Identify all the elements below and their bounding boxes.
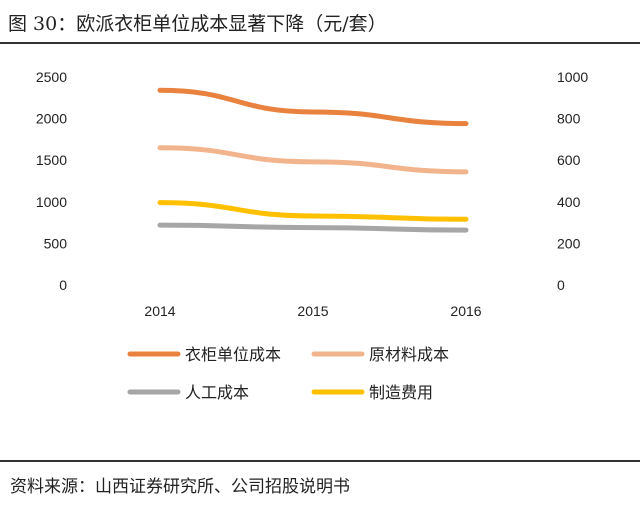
x-axis-ticks: 2014 2015 2016 [144, 303, 481, 319]
right-tick-label: 600 [557, 152, 581, 168]
figure-title-bar: 图 30：欧派衣柜单位成本显著下降（元/套） [0, 0, 640, 44]
x-tick-label: 2016 [450, 303, 481, 319]
right-tick-label: 0 [557, 277, 565, 293]
right-tick-label: 200 [557, 235, 581, 251]
left-tick-label: 1500 [36, 152, 67, 168]
source-note: 资料来源：山西证券研究所、公司招股说明书 [10, 477, 350, 497]
x-tick-label: 2014 [144, 303, 175, 319]
left-tick-label: 2500 [36, 69, 67, 85]
line-chart: 0 500 1000 1500 2000 2500 0 200 400 600 800 1000 2… [36, 69, 589, 402]
legend-label: 制造费用 [369, 383, 433, 402]
series-line-3 [157, 222, 469, 233]
right-axis-ticks: 0 200 400 600 800 1000 [557, 69, 588, 293]
source-bar: 资料来源：山西证券研究所、公司招股说明书 [0, 460, 640, 507]
left-tick-label: 2000 [36, 111, 67, 127]
series-line-4 [157, 200, 469, 222]
legend-label: 衣柜单位成本 [185, 345, 281, 364]
left-axis-ticks: 0 500 1000 1500 2000 2500 [36, 69, 67, 293]
series-line-1 [157, 87, 469, 127]
left-tick-label: 500 [44, 235, 68, 251]
series-line-2 [157, 145, 469, 175]
right-tick-label: 400 [557, 194, 581, 210]
legend-label: 人工成本 [185, 383, 249, 402]
legend-label: 原材料成本 [369, 345, 449, 364]
right-tick-label: 1000 [557, 69, 588, 85]
left-tick-label: 0 [59, 277, 67, 293]
x-tick-label: 2015 [297, 303, 328, 319]
figure-title: 图 30：欧派衣柜单位成本显著下降（元/套） [8, 13, 387, 35]
right-tick-label: 800 [557, 111, 581, 127]
left-tick-label: 1000 [36, 194, 67, 210]
series-lines [157, 87, 469, 233]
